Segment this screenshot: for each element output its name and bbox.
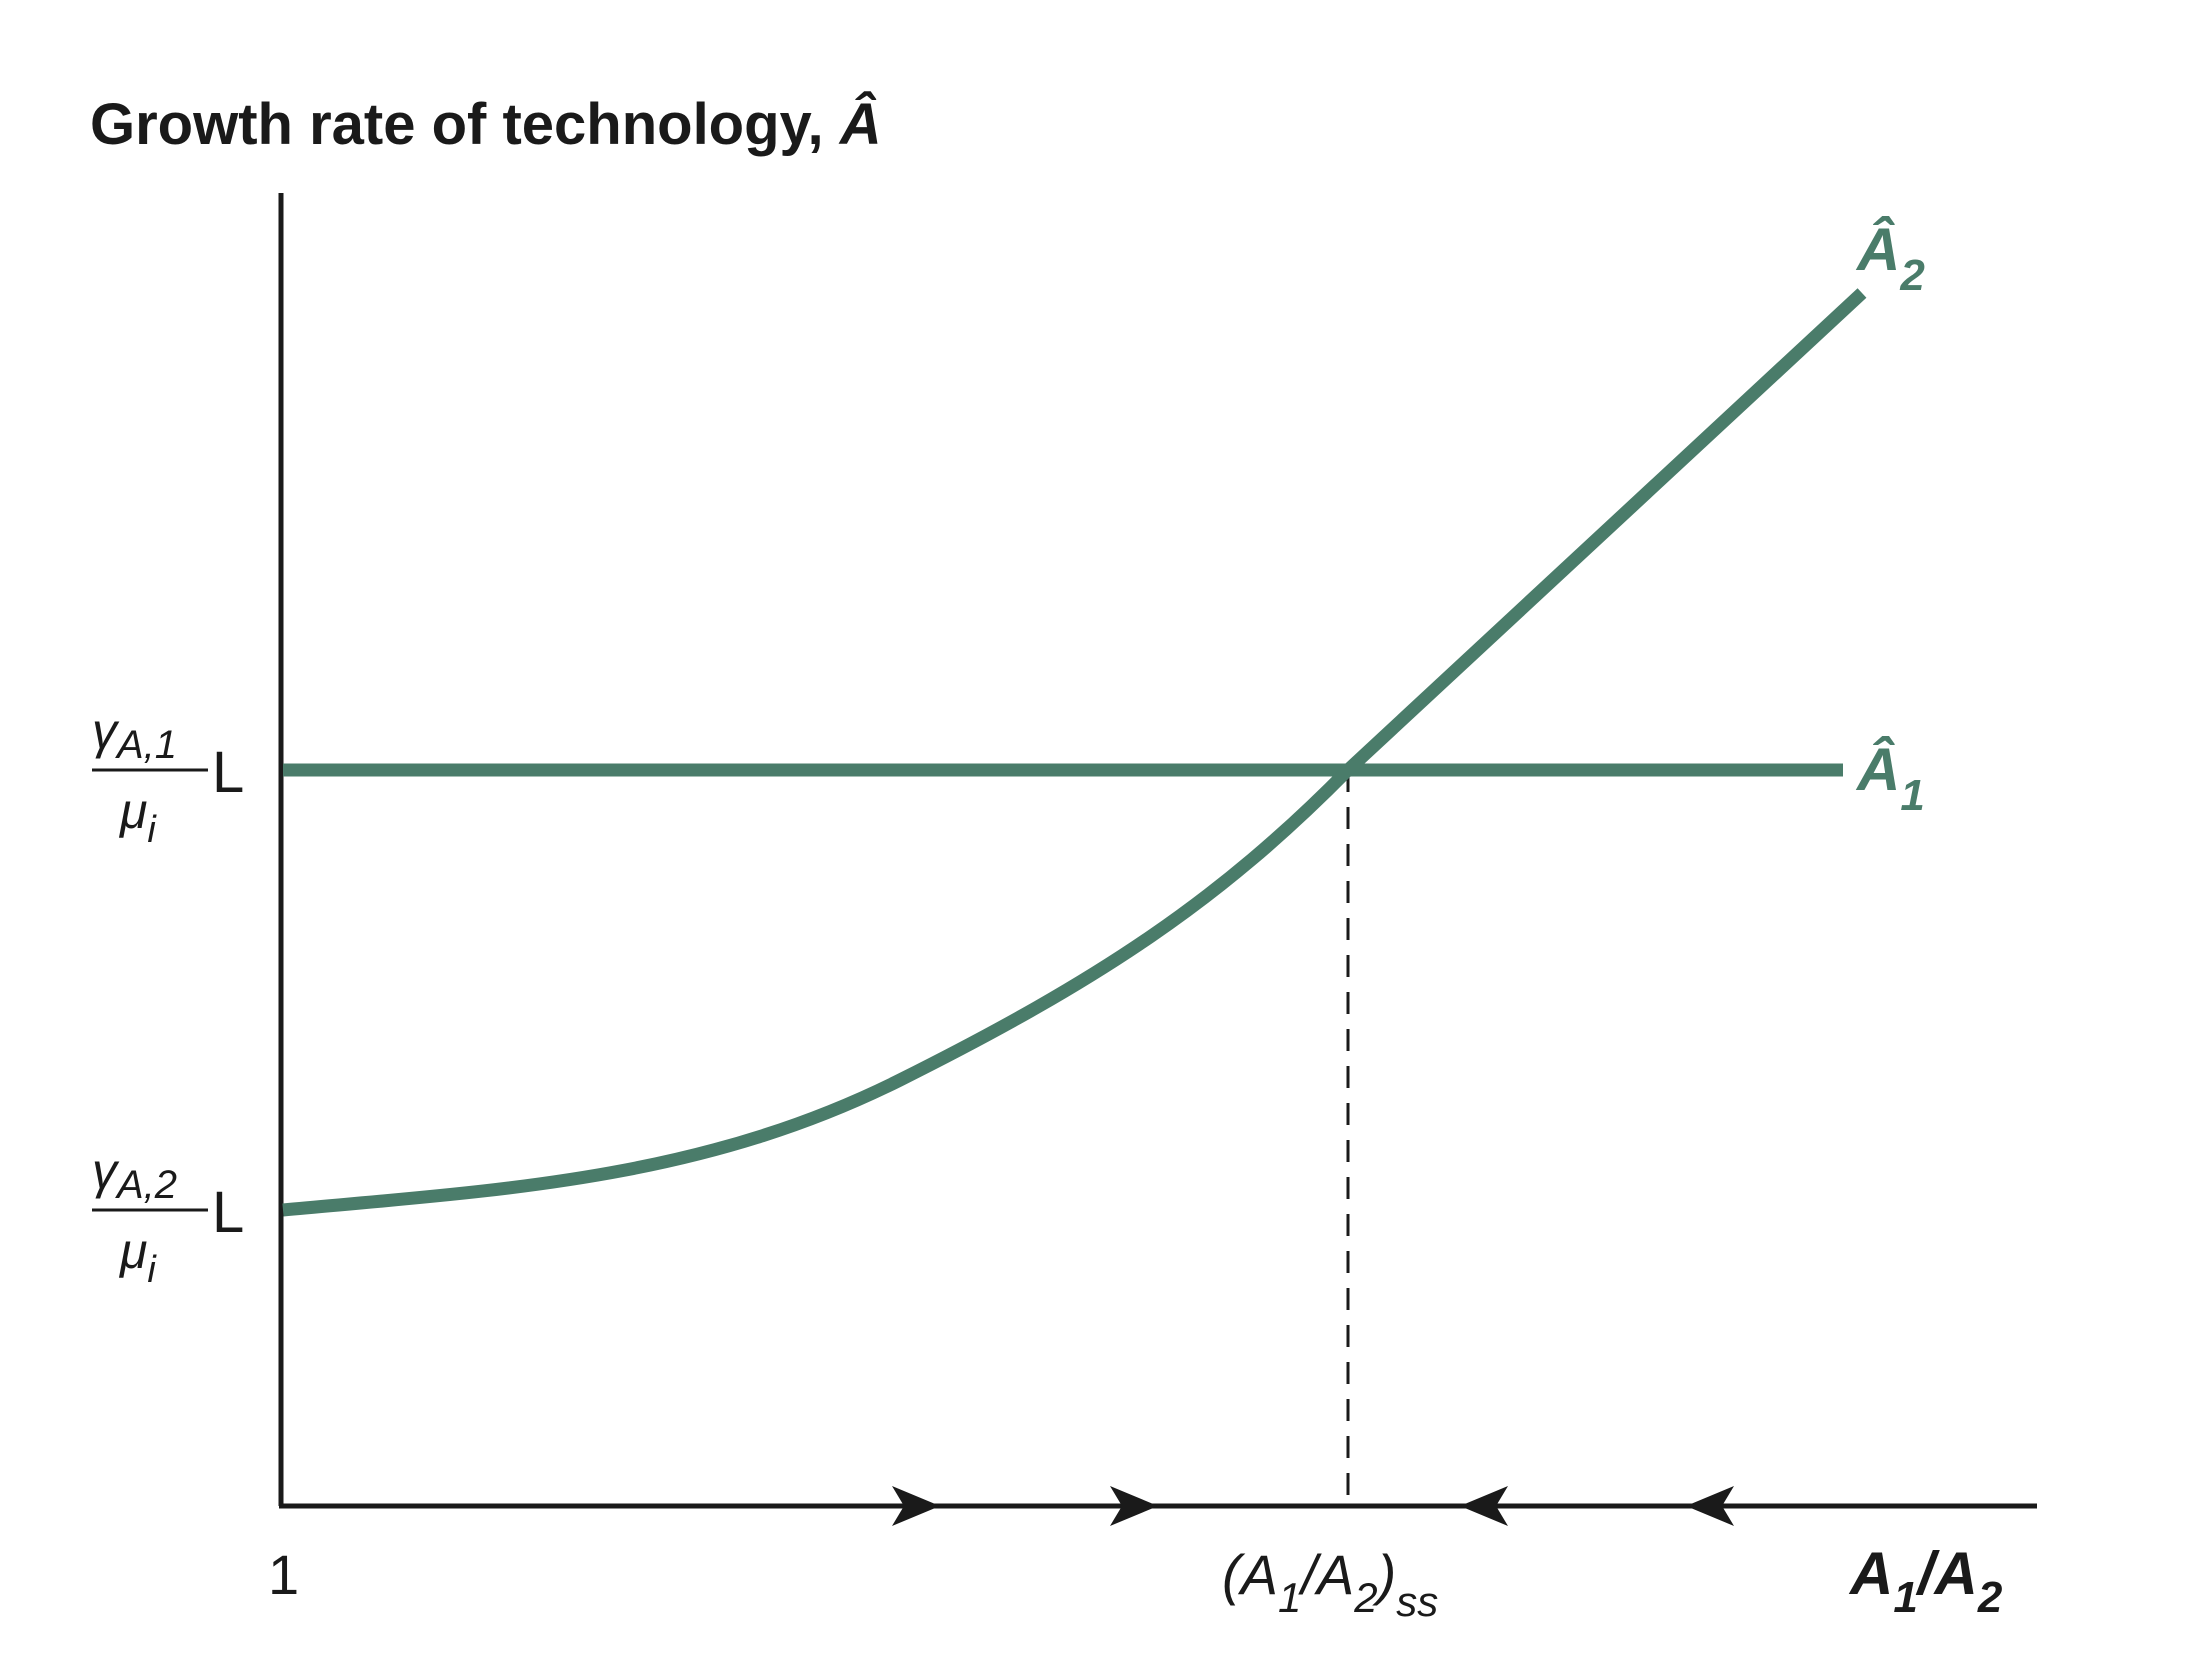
y-tick-label-gamma-A1: γA,1 μi L — [92, 703, 244, 851]
chart-title-text: Growth rate of technology, — [90, 92, 840, 157]
svg-text:μi: μi — [118, 783, 157, 851]
svg-text:γA,2: γA,2 — [92, 1143, 177, 1207]
series-A2-curve — [282, 288, 1867, 1217]
svg-text:μi: μi — [118, 1223, 157, 1291]
left-arrow-1 — [1460, 1486, 1508, 1526]
y-tick-label-gamma-A2: γA,2 μi L — [92, 1143, 244, 1291]
series-label-A1: Â1 — [1855, 736, 1925, 820]
series-label-A2: Â2 — [1855, 216, 1925, 300]
chart-title-symbol: Â — [838, 92, 882, 157]
chart-title: Growth rate of technology, Â — [90, 92, 882, 157]
x-tick-origin: 1 — [268, 1543, 299, 1606]
svg-text:γA,1: γA,1 — [92, 703, 177, 767]
right-arrow-1 — [892, 1486, 940, 1526]
x-axis-label: A1/A2 — [1848, 1540, 2003, 1622]
right-arrow-2 — [1110, 1486, 1158, 1526]
x-tick-steady-state: (A1/A2)ss — [1222, 1543, 1438, 1625]
left-arrow-2 — [1686, 1486, 1734, 1526]
svg-text:L: L — [212, 1180, 244, 1245]
svg-text:L: L — [212, 740, 244, 805]
